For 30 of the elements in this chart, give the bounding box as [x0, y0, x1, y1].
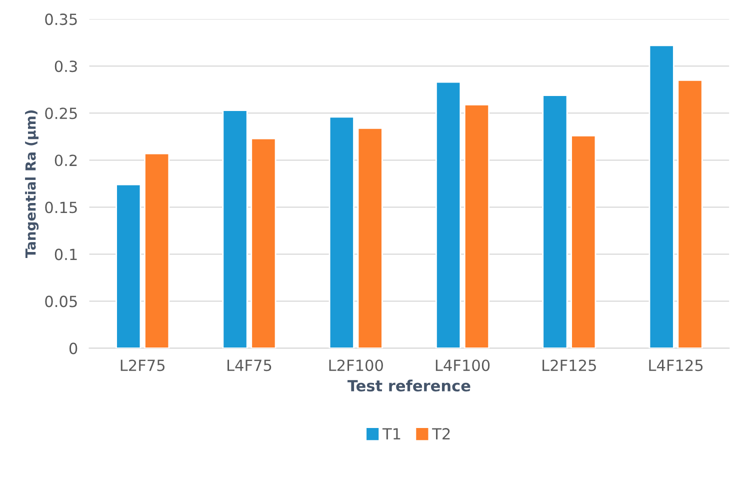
bar — [357, 127, 383, 348]
y-tick-label: 0.3 — [54, 60, 77, 72]
y-tick-label: 0.35 — [45, 14, 77, 26]
x-tick-label: L2F100 — [329, 360, 383, 372]
x-tick-label: L4F125 — [649, 360, 703, 372]
bar — [116, 184, 142, 348]
bar — [436, 81, 462, 348]
y-tick-label: 0.1 — [54, 248, 77, 260]
bar — [677, 80, 703, 348]
bar — [570, 134, 596, 348]
bar — [222, 110, 248, 348]
y-tick-label: 0.25 — [45, 108, 77, 120]
y-tick-label: 0.2 — [54, 154, 77, 166]
y-tick-label: 0.15 — [45, 202, 77, 214]
x-tick-label: L2F75 — [120, 360, 164, 372]
y-axis-title: Tangential Ra (µm) — [25, 110, 39, 258]
bar — [648, 44, 674, 348]
x-axis-title: Test reference — [347, 380, 470, 392]
bar — [144, 152, 170, 348]
bar — [464, 104, 490, 348]
bar — [250, 138, 276, 348]
y-tick-label: 0.05 — [45, 296, 77, 308]
y-tick-label: 0 — [69, 342, 78, 354]
bar — [328, 116, 354, 348]
x-tick-label: L2F125 — [542, 360, 596, 372]
x-tick-label: L4F75 — [228, 360, 272, 372]
legend-label: T2 — [432, 428, 450, 440]
legend-label: T1 — [382, 428, 400, 440]
bar — [542, 94, 568, 348]
x-tick-label: L4F100 — [436, 360, 490, 372]
